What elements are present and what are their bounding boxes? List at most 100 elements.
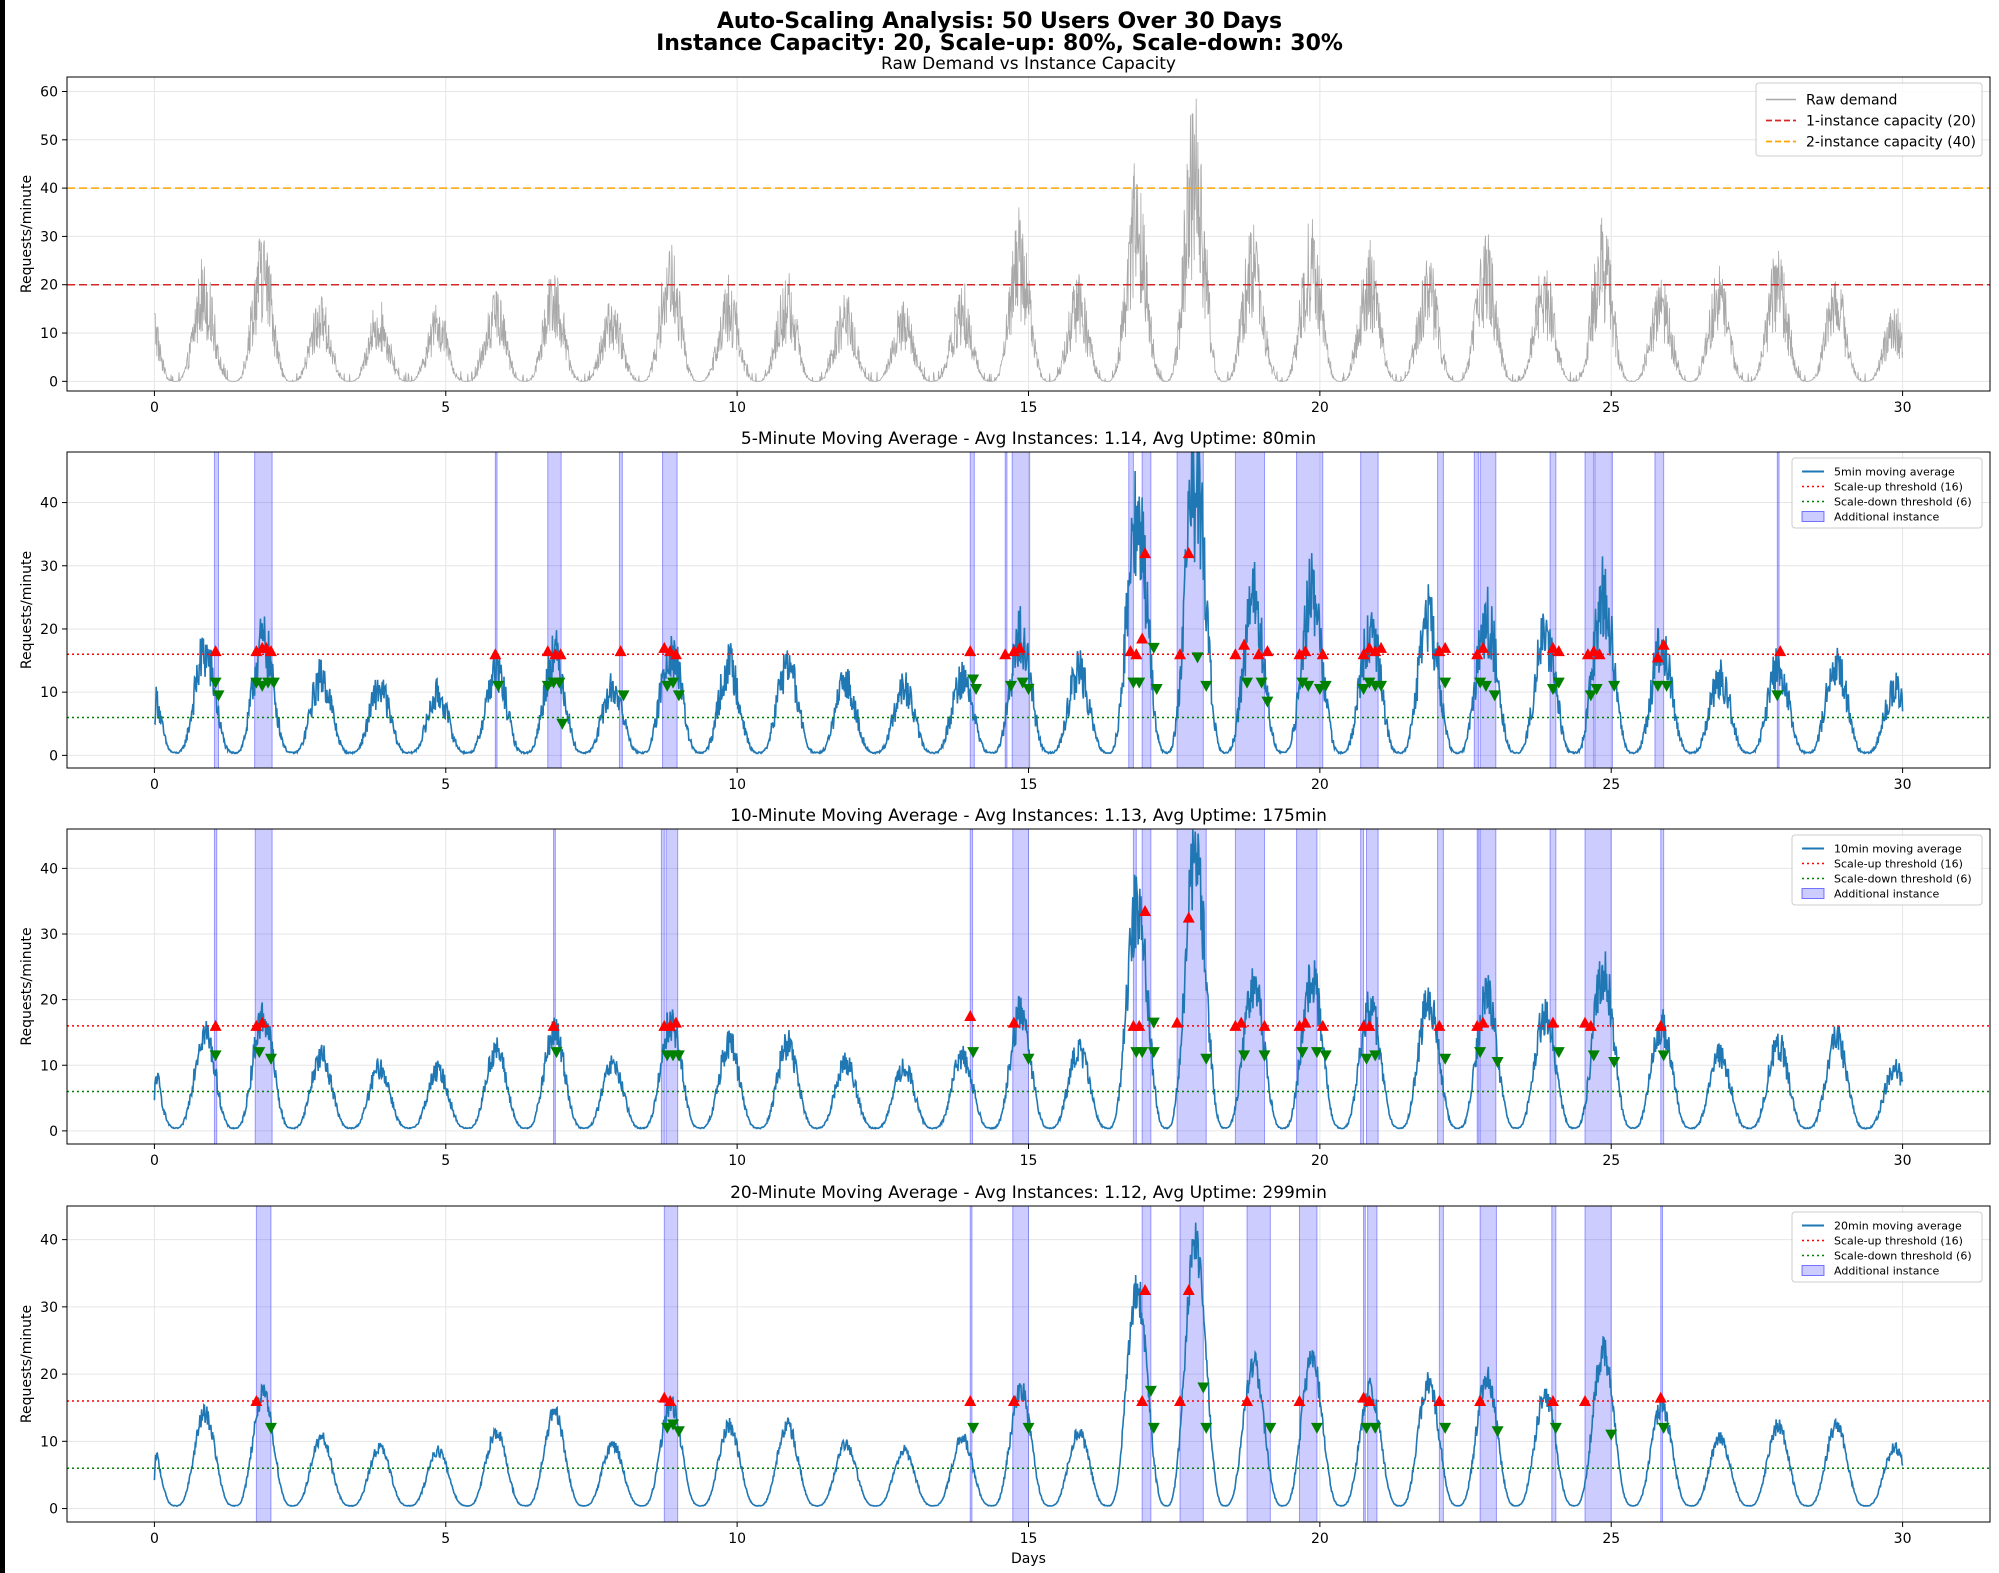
scale-down-marker (1771, 690, 1784, 702)
scale-up-marker (1363, 1394, 1376, 1406)
scale-up-marker (256, 1016, 269, 1028)
y-tick-label: 50 (40, 133, 58, 149)
additional-instance-span (1367, 1206, 1378, 1522)
y-tick-label: 30 (40, 229, 58, 245)
scale-up-marker (664, 1394, 677, 1406)
scale-down-marker (1590, 684, 1603, 695)
scale-up-marker (1252, 648, 1265, 660)
chart-panel-3: 0 5 10 15 20 25 30 0 10 20 30 40 10-Minute Moving Av… (19, 806, 1991, 1169)
scale-up-marker (1474, 1394, 1487, 1406)
scale-down-marker (1144, 1385, 1157, 1397)
x-axis-label: Days (1011, 1551, 1046, 1567)
x-tick-label: 0 (150, 1153, 159, 1169)
plot-area (67, 98, 1990, 383)
scale-down-marker (967, 1047, 980, 1059)
x-tick-label: 25 (1602, 1153, 1620, 1169)
y-tick-label: 40 (40, 181, 58, 197)
scale-up-marker (1316, 648, 1329, 660)
y-tick-label: 20 (40, 622, 58, 638)
scale-up-marker (1581, 648, 1594, 660)
x-tick-label: 30 (1894, 777, 1912, 793)
additional-instance-span (254, 452, 273, 768)
scale-down-marker (1584, 690, 1597, 702)
x-tick-label: 10 (728, 1531, 746, 1547)
y-tick-label: 40 (40, 1233, 58, 1249)
additional-instance-span (1438, 1206, 1444, 1522)
additional-instance-span (1473, 452, 1479, 768)
additional-instance-span (1012, 829, 1029, 1144)
scale-down-marker (256, 680, 269, 692)
additional-instance-span (662, 452, 678, 768)
scale-up-marker (964, 645, 977, 657)
panel-title: Raw Demand vs Instance Capacity (881, 54, 1176, 74)
additional-instance-span (1660, 829, 1665, 1144)
additional-instance-span (494, 452, 498, 768)
scale-down-marker (1200, 1053, 1213, 1065)
scale-down-marker (1005, 680, 1018, 692)
scale-down-marker (1479, 680, 1492, 692)
scale-down-marker (1587, 1050, 1600, 1062)
x-tick-label: 25 (1602, 777, 1620, 793)
plot-area (67, 1206, 1990, 1522)
scale-down-marker (1313, 684, 1326, 695)
scale-down-marker (1302, 680, 1315, 692)
legend-additional-instance-swatch (1801, 1265, 1825, 1276)
scale-up-marker (1357, 648, 1370, 660)
scale-up-marker (1130, 648, 1143, 660)
scale-down-marker (1369, 1422, 1382, 1434)
x-tick-label: 10 (728, 400, 746, 416)
scale-down-marker (1474, 677, 1487, 689)
y-tick-label: 30 (40, 559, 58, 575)
additional-instance-span (665, 829, 679, 1144)
scale-up-marker (1229, 1019, 1242, 1031)
scale-down-marker (1200, 1422, 1213, 1434)
scale-down-marker (1310, 1047, 1323, 1059)
scale-down-marker (209, 1050, 222, 1062)
scale-down-marker (541, 680, 554, 692)
scale-down-marker (1241, 677, 1254, 689)
scale-up-marker (1477, 1016, 1490, 1028)
additional-instance-span (1549, 829, 1557, 1144)
scale-down-marker (1552, 1047, 1565, 1059)
scale-down-marker (1363, 677, 1376, 689)
y-axis-label: Requests/minute (19, 1305, 35, 1423)
scale-up-marker (1433, 645, 1446, 657)
additional-instance-span (660, 829, 665, 1144)
legend-label: Additional instance (1834, 1264, 1940, 1277)
legend-label: 5min moving average (1834, 465, 1955, 478)
additional-instance-span (1776, 452, 1780, 768)
scale-up-marker (1477, 641, 1490, 653)
x-tick-label: 15 (1020, 1531, 1038, 1547)
plot-area (67, 829, 1990, 1144)
legend-box (1791, 834, 1983, 906)
additional-instance-span (1551, 1206, 1557, 1522)
scale-up-marker (658, 1391, 671, 1403)
scale-up-marker (1579, 1016, 1592, 1028)
additional-instance-span (969, 829, 974, 1144)
scale-up-marker (1182, 1284, 1195, 1296)
scale-up-marker (209, 1019, 222, 1031)
additional-instance-span (969, 452, 975, 768)
scale-up-marker (1136, 632, 1149, 644)
scale-down-marker (1549, 1422, 1562, 1434)
scale-down-marker (1022, 1422, 1035, 1434)
y-tick-label: 10 (40, 326, 58, 342)
scale-up-marker (1357, 1391, 1370, 1403)
legend-label: Scale-up threshold (16) (1834, 857, 1963, 870)
scale-down-marker (1319, 680, 1332, 692)
x-tick-label: 15 (1020, 777, 1038, 793)
scale-up-marker (1136, 1394, 1149, 1406)
scale-up-marker (1007, 1394, 1020, 1406)
scale-up-marker (1546, 641, 1559, 653)
left-border-stripe (0, 0, 5, 1573)
legend-label: Scale-down threshold (6) (1834, 1249, 1972, 1262)
scale-up-marker (1174, 1394, 1187, 1406)
additional-instance-span (1479, 1206, 1497, 1522)
scale-down-marker (1147, 1422, 1160, 1434)
scale-down-marker (661, 680, 674, 692)
scale-down-marker (1258, 1050, 1271, 1062)
scale-up-marker (1369, 645, 1382, 657)
scale-up-marker (1363, 1019, 1376, 1031)
x-tick-label: 25 (1602, 1531, 1620, 1547)
scale-down-marker (1657, 1050, 1670, 1062)
